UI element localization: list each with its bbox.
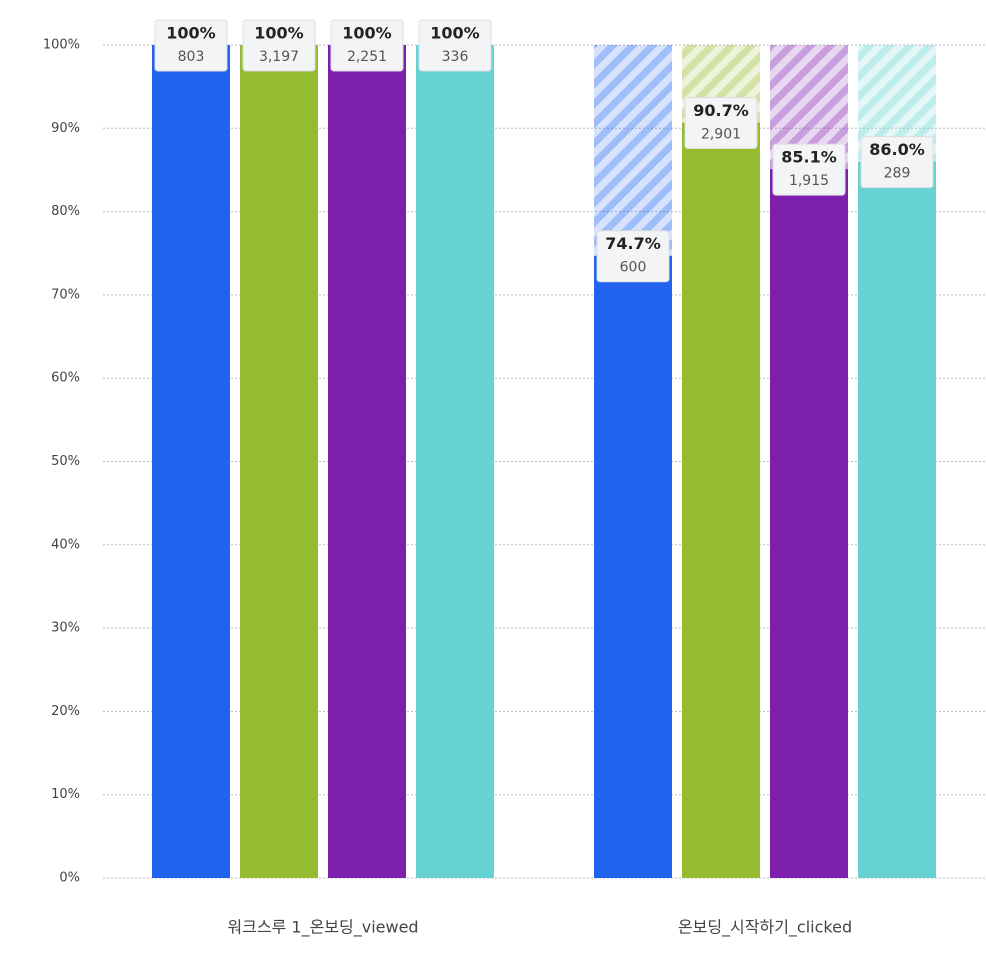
data-label: 100% 3,197 bbox=[242, 19, 316, 72]
value-label: 100% bbox=[166, 24, 215, 43]
count-label: 336 bbox=[442, 49, 469, 65]
data-label: 90.7% 2,901 bbox=[684, 96, 758, 149]
label-box bbox=[860, 136, 934, 189]
y-tick-label: 0% bbox=[59, 871, 80, 886]
data-label: 85.1% 1,915 bbox=[772, 143, 846, 196]
label-box bbox=[154, 19, 228, 72]
drop-off bbox=[594, 45, 672, 256]
value-label: 100% bbox=[254, 24, 303, 43]
bar bbox=[416, 45, 494, 878]
data-label: 100% 803 bbox=[154, 19, 228, 72]
value-label: 74.7% bbox=[605, 234, 661, 253]
value-label: 86.0% bbox=[869, 140, 925, 159]
label-box bbox=[418, 19, 492, 72]
y-tick-label: 50% bbox=[51, 454, 80, 469]
bar bbox=[594, 255, 672, 878]
y-tick-label: 30% bbox=[51, 621, 80, 636]
label-box bbox=[596, 230, 670, 283]
bar bbox=[770, 169, 848, 878]
bar bbox=[328, 45, 406, 878]
y-tick-label: 20% bbox=[51, 704, 80, 719]
data-label: 74.7% 600 bbox=[596, 230, 670, 283]
count-label: 600 bbox=[620, 260, 647, 276]
y-tick-label: 100% bbox=[43, 38, 80, 53]
bar bbox=[858, 161, 936, 878]
bar bbox=[152, 45, 230, 878]
x-tick-label: 온보딩_시작하기_clicked bbox=[678, 918, 852, 938]
bar bbox=[240, 45, 318, 878]
label-box bbox=[330, 19, 404, 72]
label-box bbox=[684, 96, 758, 149]
y-tick-label: 10% bbox=[51, 787, 80, 802]
label-box bbox=[772, 143, 846, 196]
label-box bbox=[242, 19, 316, 72]
y-tick-label: 90% bbox=[51, 121, 80, 136]
value-label: 85.1% bbox=[781, 148, 837, 167]
data-label: 100% 336 bbox=[418, 19, 492, 72]
x-tick-label: 워크스루 1_온보딩_viewed bbox=[227, 918, 418, 938]
bar bbox=[682, 122, 760, 879]
y-tick-label: 70% bbox=[51, 287, 80, 302]
data-label: 86.0% 289 bbox=[860, 136, 934, 189]
y-tick-label: 60% bbox=[51, 371, 80, 386]
count-label: 2,251 bbox=[347, 49, 387, 65]
y-tick-label: 40% bbox=[51, 537, 80, 552]
value-label: 90.7% bbox=[693, 101, 749, 120]
y-tick-label: 80% bbox=[51, 204, 80, 219]
count-label: 803 bbox=[178, 49, 205, 65]
value-label: 100% bbox=[342, 24, 391, 43]
value-label: 100% bbox=[430, 24, 479, 43]
count-label: 2,901 bbox=[701, 126, 741, 142]
count-label: 3,197 bbox=[259, 49, 299, 65]
count-label: 289 bbox=[884, 166, 911, 182]
count-label: 1,915 bbox=[789, 173, 829, 189]
data-label: 100% 2,251 bbox=[330, 19, 404, 72]
